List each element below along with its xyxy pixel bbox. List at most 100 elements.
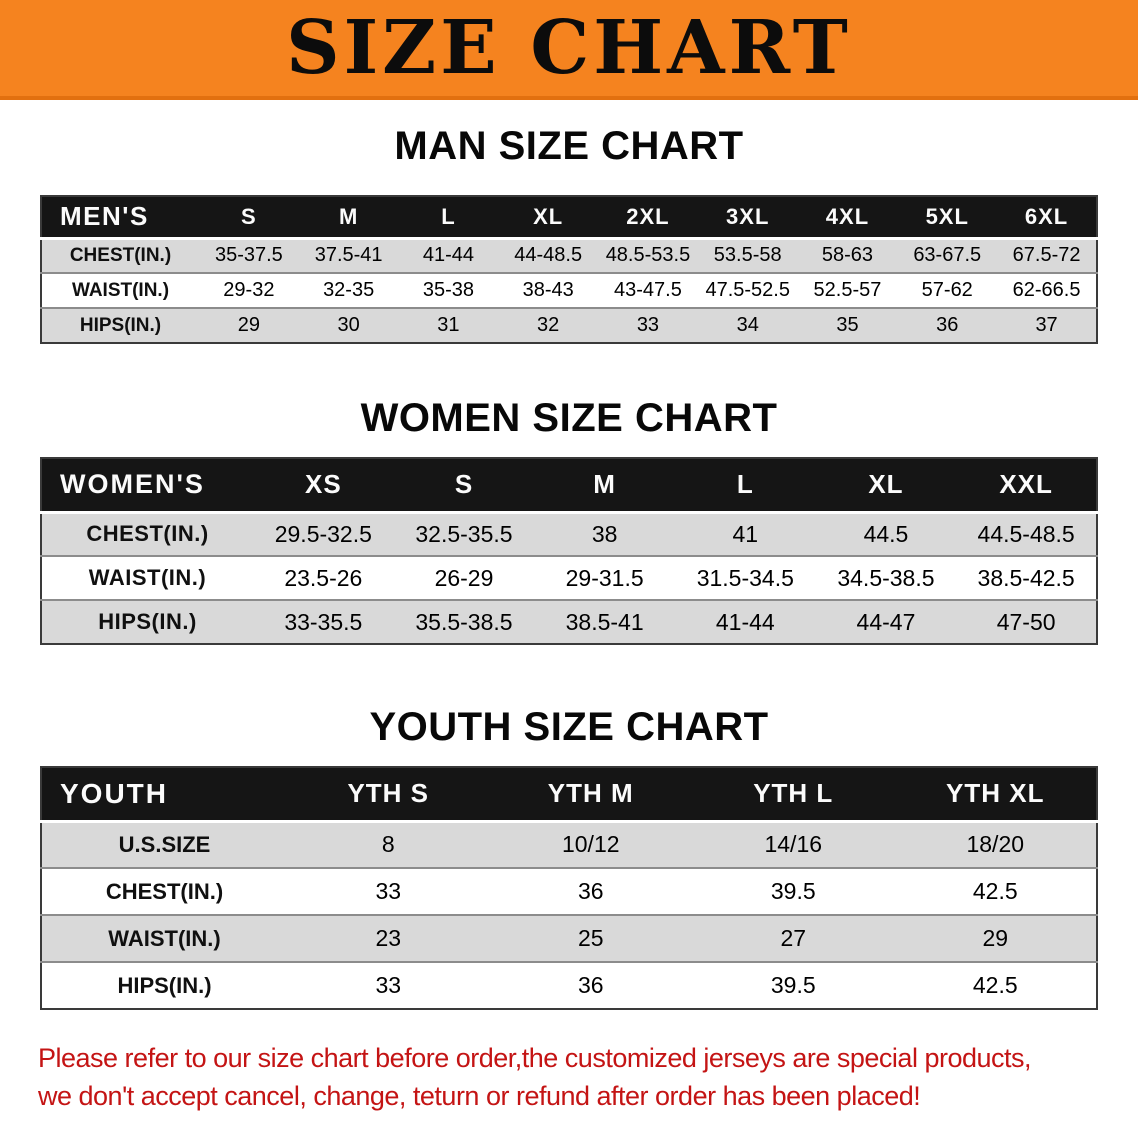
size-cell: 35-37.5 bbox=[214, 244, 283, 267]
size-cell: 37 bbox=[1035, 314, 1058, 336]
size-cell: 35-38 bbox=[422, 279, 474, 301]
size-cell: 32.5-35.5 bbox=[415, 520, 513, 547]
women-header-row: WOMEN'S XS S M L XL XXL bbox=[41, 458, 1097, 514]
col-header: S bbox=[199, 196, 299, 240]
size-cell: 57-62 bbox=[921, 279, 973, 301]
youth-table-title-cell: YOUTH bbox=[41, 767, 287, 823]
size-cell: 44-47 bbox=[856, 608, 916, 635]
size-cell: 35 bbox=[836, 314, 859, 336]
col-header: S bbox=[393, 458, 535, 514]
size-cell: 18/20 bbox=[966, 831, 1025, 858]
size-cell: 44-48.5 bbox=[514, 244, 583, 267]
size-cell: 29-32 bbox=[223, 279, 275, 301]
women-waist-row: WAIST(IN.) 23.5-26 26-29 29-31.5 31.5-34… bbox=[41, 556, 1097, 600]
size-cell: 30 bbox=[337, 314, 360, 336]
col-header: XL bbox=[815, 458, 957, 514]
size-cell: 42.5 bbox=[972, 972, 1018, 998]
size-cell: 34.5-38.5 bbox=[837, 564, 935, 591]
size-cell: 31.5-34.5 bbox=[696, 564, 794, 591]
size-cell: 53.5-58 bbox=[713, 244, 782, 267]
size-cell: 31 bbox=[437, 314, 460, 336]
men-hips-row: HIPS(IN.) 29 30 31 32 33 34 35 36 37 bbox=[41, 308, 1097, 343]
youth-section-heading: YOUTH SIZE CHART bbox=[369, 705, 769, 749]
youth-hips-row: HIPS(IN.) 33 36 39.5 42.5 bbox=[41, 962, 1097, 1009]
size-cell: 43-47.5 bbox=[614, 279, 682, 301]
size-cell: 25 bbox=[577, 925, 604, 951]
banner: SIZE CHART bbox=[0, 0, 1138, 100]
size-cell: 67.5-72 bbox=[1012, 244, 1081, 267]
size-cell: 36 bbox=[936, 314, 959, 336]
size-cell: 48.5-53.5 bbox=[605, 244, 691, 267]
size-cell: 39.5 bbox=[770, 972, 816, 998]
men-chest-row: CHEST(IN.) 35-37.5 37.5-41 41-44 44-48.5… bbox=[41, 238, 1097, 273]
col-header: XXL bbox=[956, 458, 1097, 514]
size-cell: 47.5-52.5 bbox=[705, 279, 790, 301]
col-header: 4XL bbox=[797, 196, 898, 240]
disclaimer-line-1: Please refer to our size chart before or… bbox=[38, 1043, 1032, 1073]
size-cell: 41-44 bbox=[422, 244, 474, 267]
men-header-row: MEN'S S M L XL 2XL 3XL 4XL 5XL 6XL bbox=[41, 196, 1097, 240]
size-cell: 44.5-48.5 bbox=[977, 520, 1075, 547]
size-cell: 23 bbox=[375, 925, 402, 951]
col-header: XS bbox=[253, 458, 394, 514]
men-waist-row: WAIST(IN.) 29-32 32-35 35-38 38-43 43-47… bbox=[41, 273, 1097, 308]
size-cell: 33 bbox=[375, 878, 402, 904]
size-cell: 62-66.5 bbox=[1012, 279, 1081, 301]
col-header: XL bbox=[498, 196, 599, 240]
youth-waist-row: WAIST(IN.) 23 25 27 29 bbox=[41, 915, 1097, 962]
size-cell: 32-35 bbox=[323, 279, 375, 301]
col-header: 6XL bbox=[997, 196, 1097, 240]
size-cell: 37.5-41 bbox=[314, 244, 383, 267]
col-header: YTH S bbox=[287, 767, 490, 823]
col-header: YTH XL bbox=[894, 767, 1097, 823]
women-table-title-cell: WOMEN'S bbox=[41, 458, 253, 514]
men-section-heading: MAN SIZE CHART bbox=[394, 124, 744, 168]
row-label: U.S.SIZE bbox=[118, 831, 211, 857]
size-cell: 58-63 bbox=[821, 244, 874, 267]
size-cell: 47-50 bbox=[996, 608, 1056, 635]
size-cell: 39.5 bbox=[770, 878, 816, 904]
row-label: HIPS(IN.) bbox=[98, 609, 197, 634]
row-label: CHEST(IN.) bbox=[69, 244, 172, 266]
row-label: CHEST(IN.) bbox=[105, 878, 224, 904]
row-label: HIPS(IN.) bbox=[79, 314, 162, 336]
size-cell: 41 bbox=[732, 520, 759, 547]
women-size-table: WOMEN'S XS S M L XL XXL CHEST(IN.) 29.5-… bbox=[40, 457, 1098, 645]
size-cell: 29 bbox=[982, 925, 1009, 951]
size-cell: 29 bbox=[237, 314, 260, 336]
row-label: WAIST(IN.) bbox=[88, 565, 207, 590]
size-cell: 34 bbox=[736, 314, 759, 336]
size-cell: 63-67.5 bbox=[913, 244, 982, 267]
youth-ussize-row: U.S.SIZE 8 10/12 14/16 18/20 bbox=[41, 821, 1097, 868]
size-cell: 33 bbox=[375, 972, 402, 998]
size-cell: 27 bbox=[780, 925, 807, 951]
size-cell: 38.5-41 bbox=[565, 608, 644, 635]
size-cell: 36 bbox=[577, 972, 604, 998]
size-cell: 44.5 bbox=[863, 520, 909, 547]
youth-header-row: YOUTH YTH S YTH M YTH L YTH XL bbox=[41, 767, 1097, 823]
size-cell: 38.5-42.5 bbox=[977, 564, 1075, 591]
size-cell: 35.5-38.5 bbox=[415, 608, 513, 635]
size-cell: 26-29 bbox=[434, 564, 494, 591]
page-title: SIZE CHART bbox=[286, 5, 852, 91]
col-header: L bbox=[674, 458, 816, 514]
size-cell: 41-44 bbox=[715, 608, 775, 635]
size-cell: 38 bbox=[591, 520, 618, 547]
col-header: 3XL bbox=[697, 196, 798, 240]
col-header: M bbox=[298, 196, 399, 240]
row-label: WAIST(IN.) bbox=[71, 279, 170, 301]
men-table-title-cell: MEN'S bbox=[41, 196, 199, 240]
disclaimer: Please refer to our size chart before or… bbox=[38, 1040, 1102, 1116]
col-header: 2XL bbox=[598, 196, 698, 240]
size-cell: 14/16 bbox=[764, 831, 823, 858]
size-cell: 33 bbox=[636, 314, 660, 336]
col-header: M bbox=[534, 458, 675, 514]
size-cell: 29.5-32.5 bbox=[274, 520, 372, 547]
size-cell: 29-31.5 bbox=[565, 564, 644, 591]
row-label: WAIST(IN.) bbox=[108, 925, 221, 951]
col-header: YTH L bbox=[692, 767, 895, 823]
row-label: HIPS(IN.) bbox=[117, 972, 212, 998]
size-cell: 52.5-57 bbox=[813, 279, 882, 301]
size-cell: 33-35.5 bbox=[284, 608, 363, 635]
